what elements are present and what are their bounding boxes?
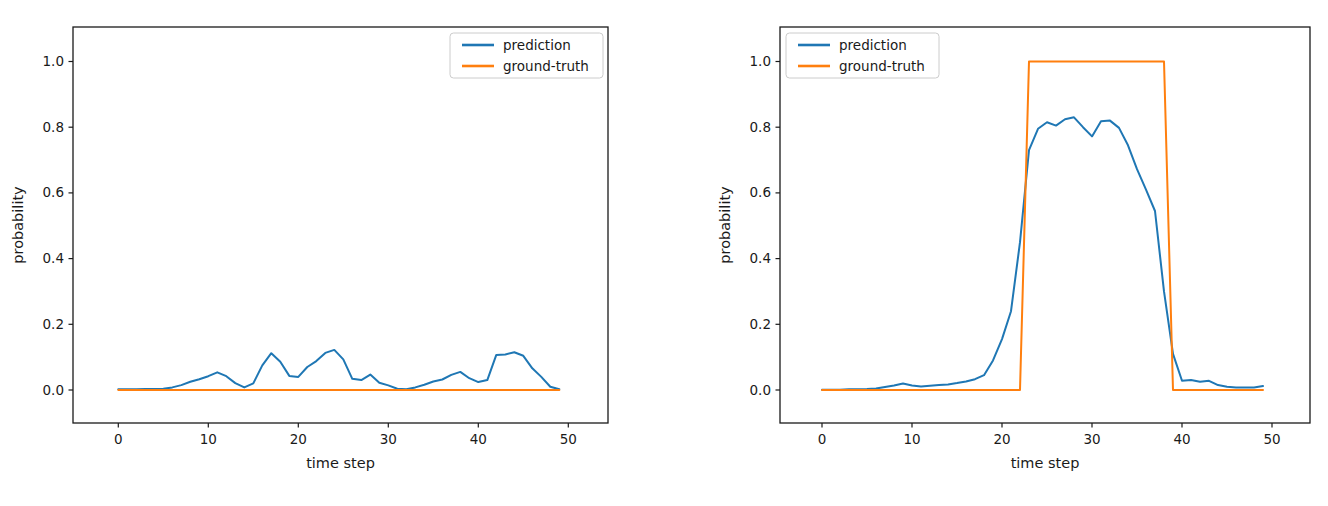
y-axis-tick-label: 0.2: [43, 316, 64, 332]
y-axis-tick-label: 0.0: [43, 382, 64, 398]
x-axis-tick-label: 40: [470, 431, 487, 447]
x-axis-tick-label: 0: [818, 431, 827, 447]
legend-label: ground-truth: [839, 58, 925, 74]
x-axis-tick-label: 20: [993, 431, 1010, 447]
y-axis-tick-label: 0.8: [43, 119, 64, 135]
y-axis-tick-label: 1.0: [43, 53, 64, 69]
legend-label: prediction: [839, 37, 907, 53]
legend: prediction ground-truth: [450, 33, 603, 78]
y-axis-tick-label: 0.6: [750, 184, 771, 200]
y-axis-label: probability: [717, 186, 733, 264]
prediction-line: [822, 117, 1263, 389]
legend-label: ground-truth: [503, 58, 589, 74]
plot-area: [822, 62, 1263, 391]
x-axis-tick-label: 20: [290, 431, 307, 447]
x-axis-tick-label: 30: [380, 431, 397, 447]
legend: prediction ground-truth: [786, 33, 939, 78]
right-chart: 0 10 20 30 40 50 0.0 0.2 0.4 0.6 0.8 1.0 time step pr…: [664, 0, 1328, 506]
ground-truth-line: [822, 62, 1263, 391]
prediction-line: [118, 350, 559, 389]
y-axis-tick-label: 1.0: [750, 53, 771, 69]
x-axis-tick-label: 50: [560, 431, 577, 447]
y-axis-tick-label: 0.6: [43, 184, 64, 200]
y-axis-tick-label: 0.4: [750, 250, 771, 266]
x-axis-tick-label: 0: [114, 431, 123, 447]
x-axis-tick-label: 10: [200, 431, 217, 447]
y-axis-tick-label: 0.2: [750, 316, 771, 332]
legend-label: prediction: [503, 37, 571, 53]
plot-area: [118, 350, 559, 390]
y-axis-tick-label: 0.4: [43, 250, 64, 266]
x-axis-tick-label: 10: [903, 431, 920, 447]
axes-frame: [780, 27, 1310, 423]
left-chart: 0 10 20 30 40 50 0.0 0.2 0.4 0.6 0.8 1.0 time step pr…: [0, 0, 664, 506]
x-axis-tick-label: 40: [1173, 431, 1190, 447]
figure: 0 10 20 30 40 50 0.0 0.2 0.4 0.6 0.8 1.0 time step pr…: [0, 0, 1328, 506]
y-axis-tick-label: 0.0: [750, 382, 771, 398]
x-axis-tick-label: 50: [1263, 431, 1280, 447]
x-axis-label: time step: [1011, 455, 1080, 471]
x-axis-label: time step: [306, 455, 375, 471]
x-axis-tick-label: 30: [1083, 431, 1100, 447]
y-axis-label: probability: [10, 186, 26, 264]
y-axis-tick-label: 0.8: [750, 119, 771, 135]
